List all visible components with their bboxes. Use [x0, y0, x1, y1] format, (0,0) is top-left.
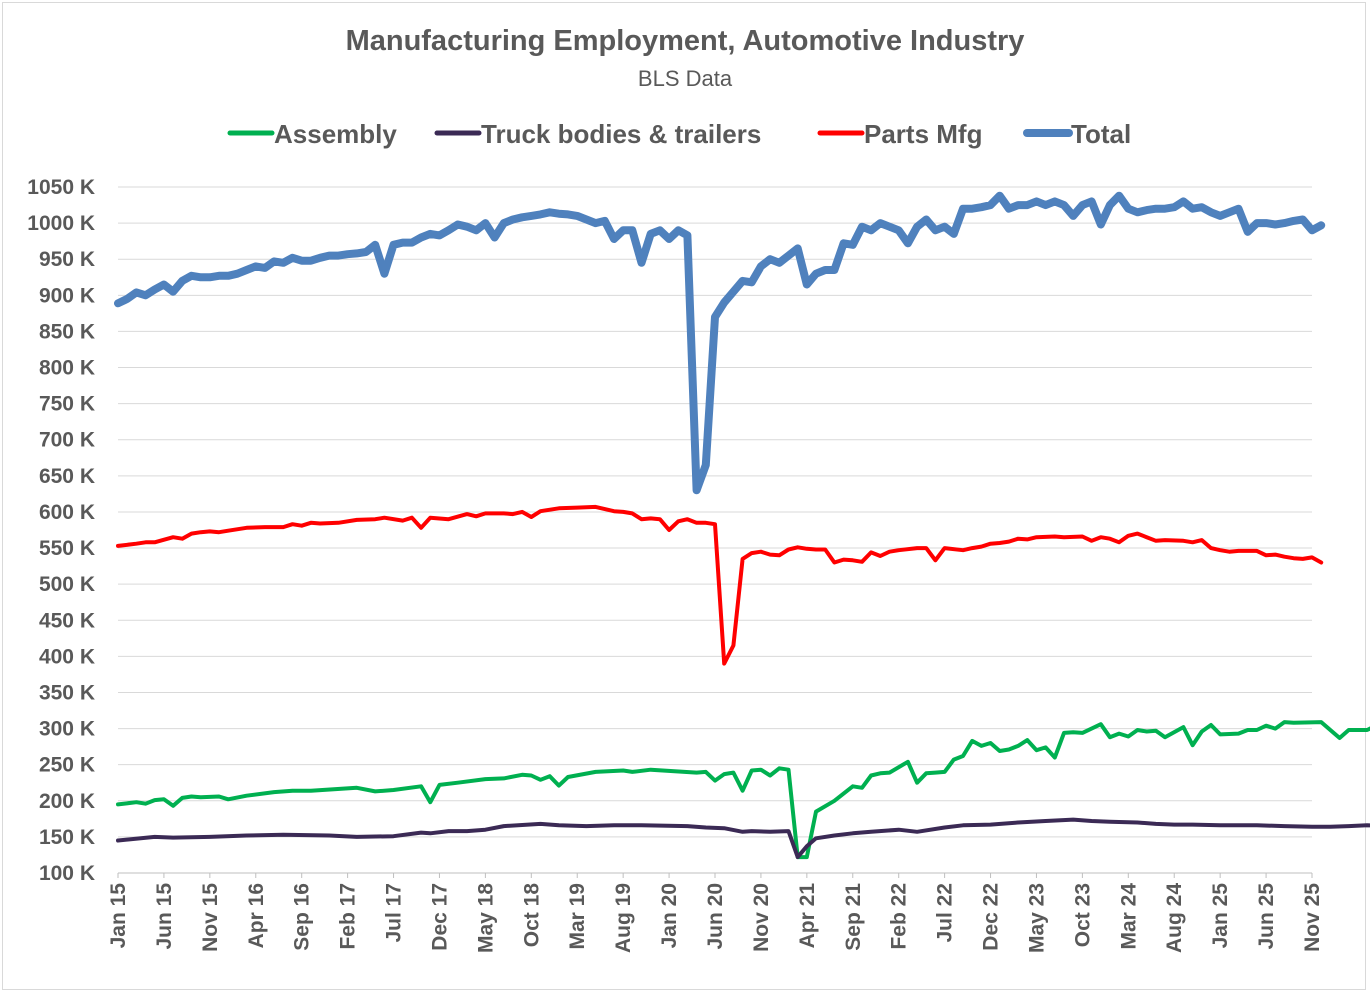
x-tick-label: Jul 22 — [934, 883, 957, 943]
y-tick-label: 150 K — [39, 826, 95, 849]
y-tick-label: 800 K — [39, 357, 95, 380]
y-tick-label: 100 K — [39, 862, 95, 885]
x-tick-label: Oct 18 — [520, 883, 543, 948]
legend-label: Assembly — [274, 119, 397, 149]
x-tick-label: Oct 23 — [1071, 883, 1094, 947]
x-tick-label: Sep 21 — [842, 883, 865, 951]
y-axis: 100 K 150 K 200 K 250 K 300 K 350 K 400 K 450 K… — [27, 176, 95, 885]
x-tick-label: Nov 20 — [750, 883, 773, 952]
x-tick-label: Dec 22 — [980, 883, 1003, 951]
series-lines — [114, 191, 1370, 860]
y-tick-label: 1050 K — [27, 176, 95, 199]
y-tick-label: 250 K — [39, 754, 95, 777]
x-tick-label: Feb 22 — [888, 883, 911, 950]
y-tick-label: 200 K — [39, 790, 95, 813]
x-tick-label: Aug 24 — [1163, 883, 1186, 953]
x-tick-label: May 23 — [1025, 883, 1048, 953]
legend-label: Total — [1071, 119, 1131, 149]
y-tick-label: 300 K — [39, 718, 95, 741]
x-tick-label: Nov 25 — [1301, 883, 1324, 952]
series-line-parts-mfg — [116, 504, 1324, 666]
y-tick-label: 750 K — [39, 393, 95, 416]
y-tick-label: 400 K — [39, 645, 95, 668]
y-tick-label: 950 K — [39, 248, 95, 271]
y-tick-label: 350 K — [39, 681, 95, 704]
y-tick-label: 900 K — [39, 284, 95, 307]
chart-subtitle: BLS Data — [638, 66, 733, 91]
legend-label: Truck bodies & trailers — [481, 119, 761, 149]
x-tick-label: Jun 20 — [704, 883, 727, 950]
x-tick-label: Mar 19 — [566, 883, 589, 950]
y-tick-label: 700 K — [39, 429, 95, 452]
y-tick-label: 850 K — [39, 320, 95, 343]
y-tick-label: 450 K — [39, 609, 95, 632]
series-line-total — [114, 191, 1326, 495]
x-tick-label: Jun 15 — [153, 883, 176, 950]
y-tick-label: 1000 K — [27, 212, 95, 235]
chart-title: Manufacturing Employment, Automotive Ind… — [346, 25, 1025, 57]
y-tick-label: 650 K — [39, 465, 95, 488]
x-tick-label: Jan 15 — [107, 883, 130, 949]
series-line-truck-bodies-trailers — [116, 817, 1370, 860]
x-tick-label: Jun 25 — [1255, 883, 1278, 950]
x-axis: Jan 15 Jun 15 Nov 15 Apr 16 Sep 16 Feb 17 Jul … — [107, 873, 1324, 953]
legend: Assembly Truck bodies & trailers Parts Mfg… — [227, 119, 1131, 149]
y-tick-label: 500 K — [39, 573, 95, 596]
x-tick-label: Aug 19 — [612, 883, 635, 953]
x-tick-label: Sep 16 — [291, 883, 314, 951]
legend-label: Parts Mfg — [864, 119, 982, 149]
x-tick-label: Apr 21 — [796, 883, 819, 949]
x-tick-label: Nov 15 — [199, 883, 222, 952]
x-tick-label: Feb 17 — [337, 883, 360, 950]
x-tick-label: Jan 25 — [1209, 883, 1232, 949]
series-line-assembly — [116, 720, 1370, 860]
x-tick-label: Jul 17 — [383, 883, 406, 943]
x-tick-label: Jan 20 — [658, 883, 681, 948]
x-tick-label: May 18 — [474, 883, 497, 953]
y-tick-label: 550 K — [39, 537, 95, 560]
y-tick-label: 600 K — [39, 501, 95, 524]
x-tick-label: Mar 24 — [1117, 883, 1140, 950]
x-tick-label: Dec 17 — [428, 883, 451, 951]
x-tick-label: Apr 16 — [245, 883, 268, 948]
